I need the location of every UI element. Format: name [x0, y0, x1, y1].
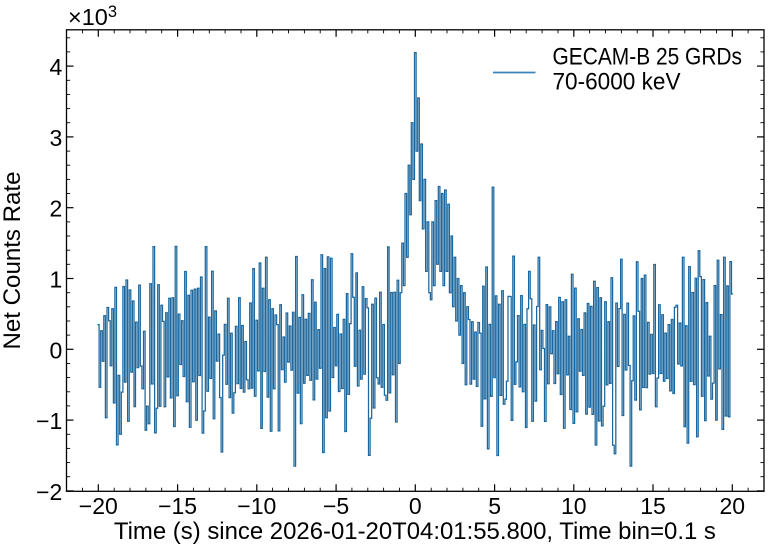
svg-text:0: 0 — [409, 493, 422, 519]
svg-text:15: 15 — [640, 493, 666, 519]
svg-text:70-6000 keV: 70-6000 keV — [553, 69, 681, 96]
svg-text:2: 2 — [50, 196, 63, 222]
svg-text:−1: −1 — [36, 408, 62, 434]
svg-text:3: 3 — [50, 125, 63, 151]
svg-text:Time (s) since 2026-01-20T04:0: Time (s) since 2026-01-20T04:01:55.800, … — [114, 518, 716, 545]
svg-text:−20: −20 — [79, 493, 118, 519]
svg-text:−2: −2 — [36, 479, 62, 505]
svg-text:−5: −5 — [323, 493, 349, 519]
svg-text:−10: −10 — [237, 493, 276, 519]
svg-text:20: 20 — [720, 493, 746, 519]
svg-text:GECAM-B 25 GRDs: GECAM-B 25 GRDs — [553, 44, 743, 71]
svg-text:4: 4 — [50, 54, 63, 80]
svg-text:1: 1 — [50, 267, 63, 293]
svg-text:5: 5 — [488, 493, 501, 519]
svg-text:0: 0 — [50, 337, 63, 363]
svg-text:−15: −15 — [158, 493, 197, 519]
svg-text:10: 10 — [561, 493, 587, 519]
svg-text:Net Counts Rate: Net Counts Rate — [0, 172, 26, 350]
